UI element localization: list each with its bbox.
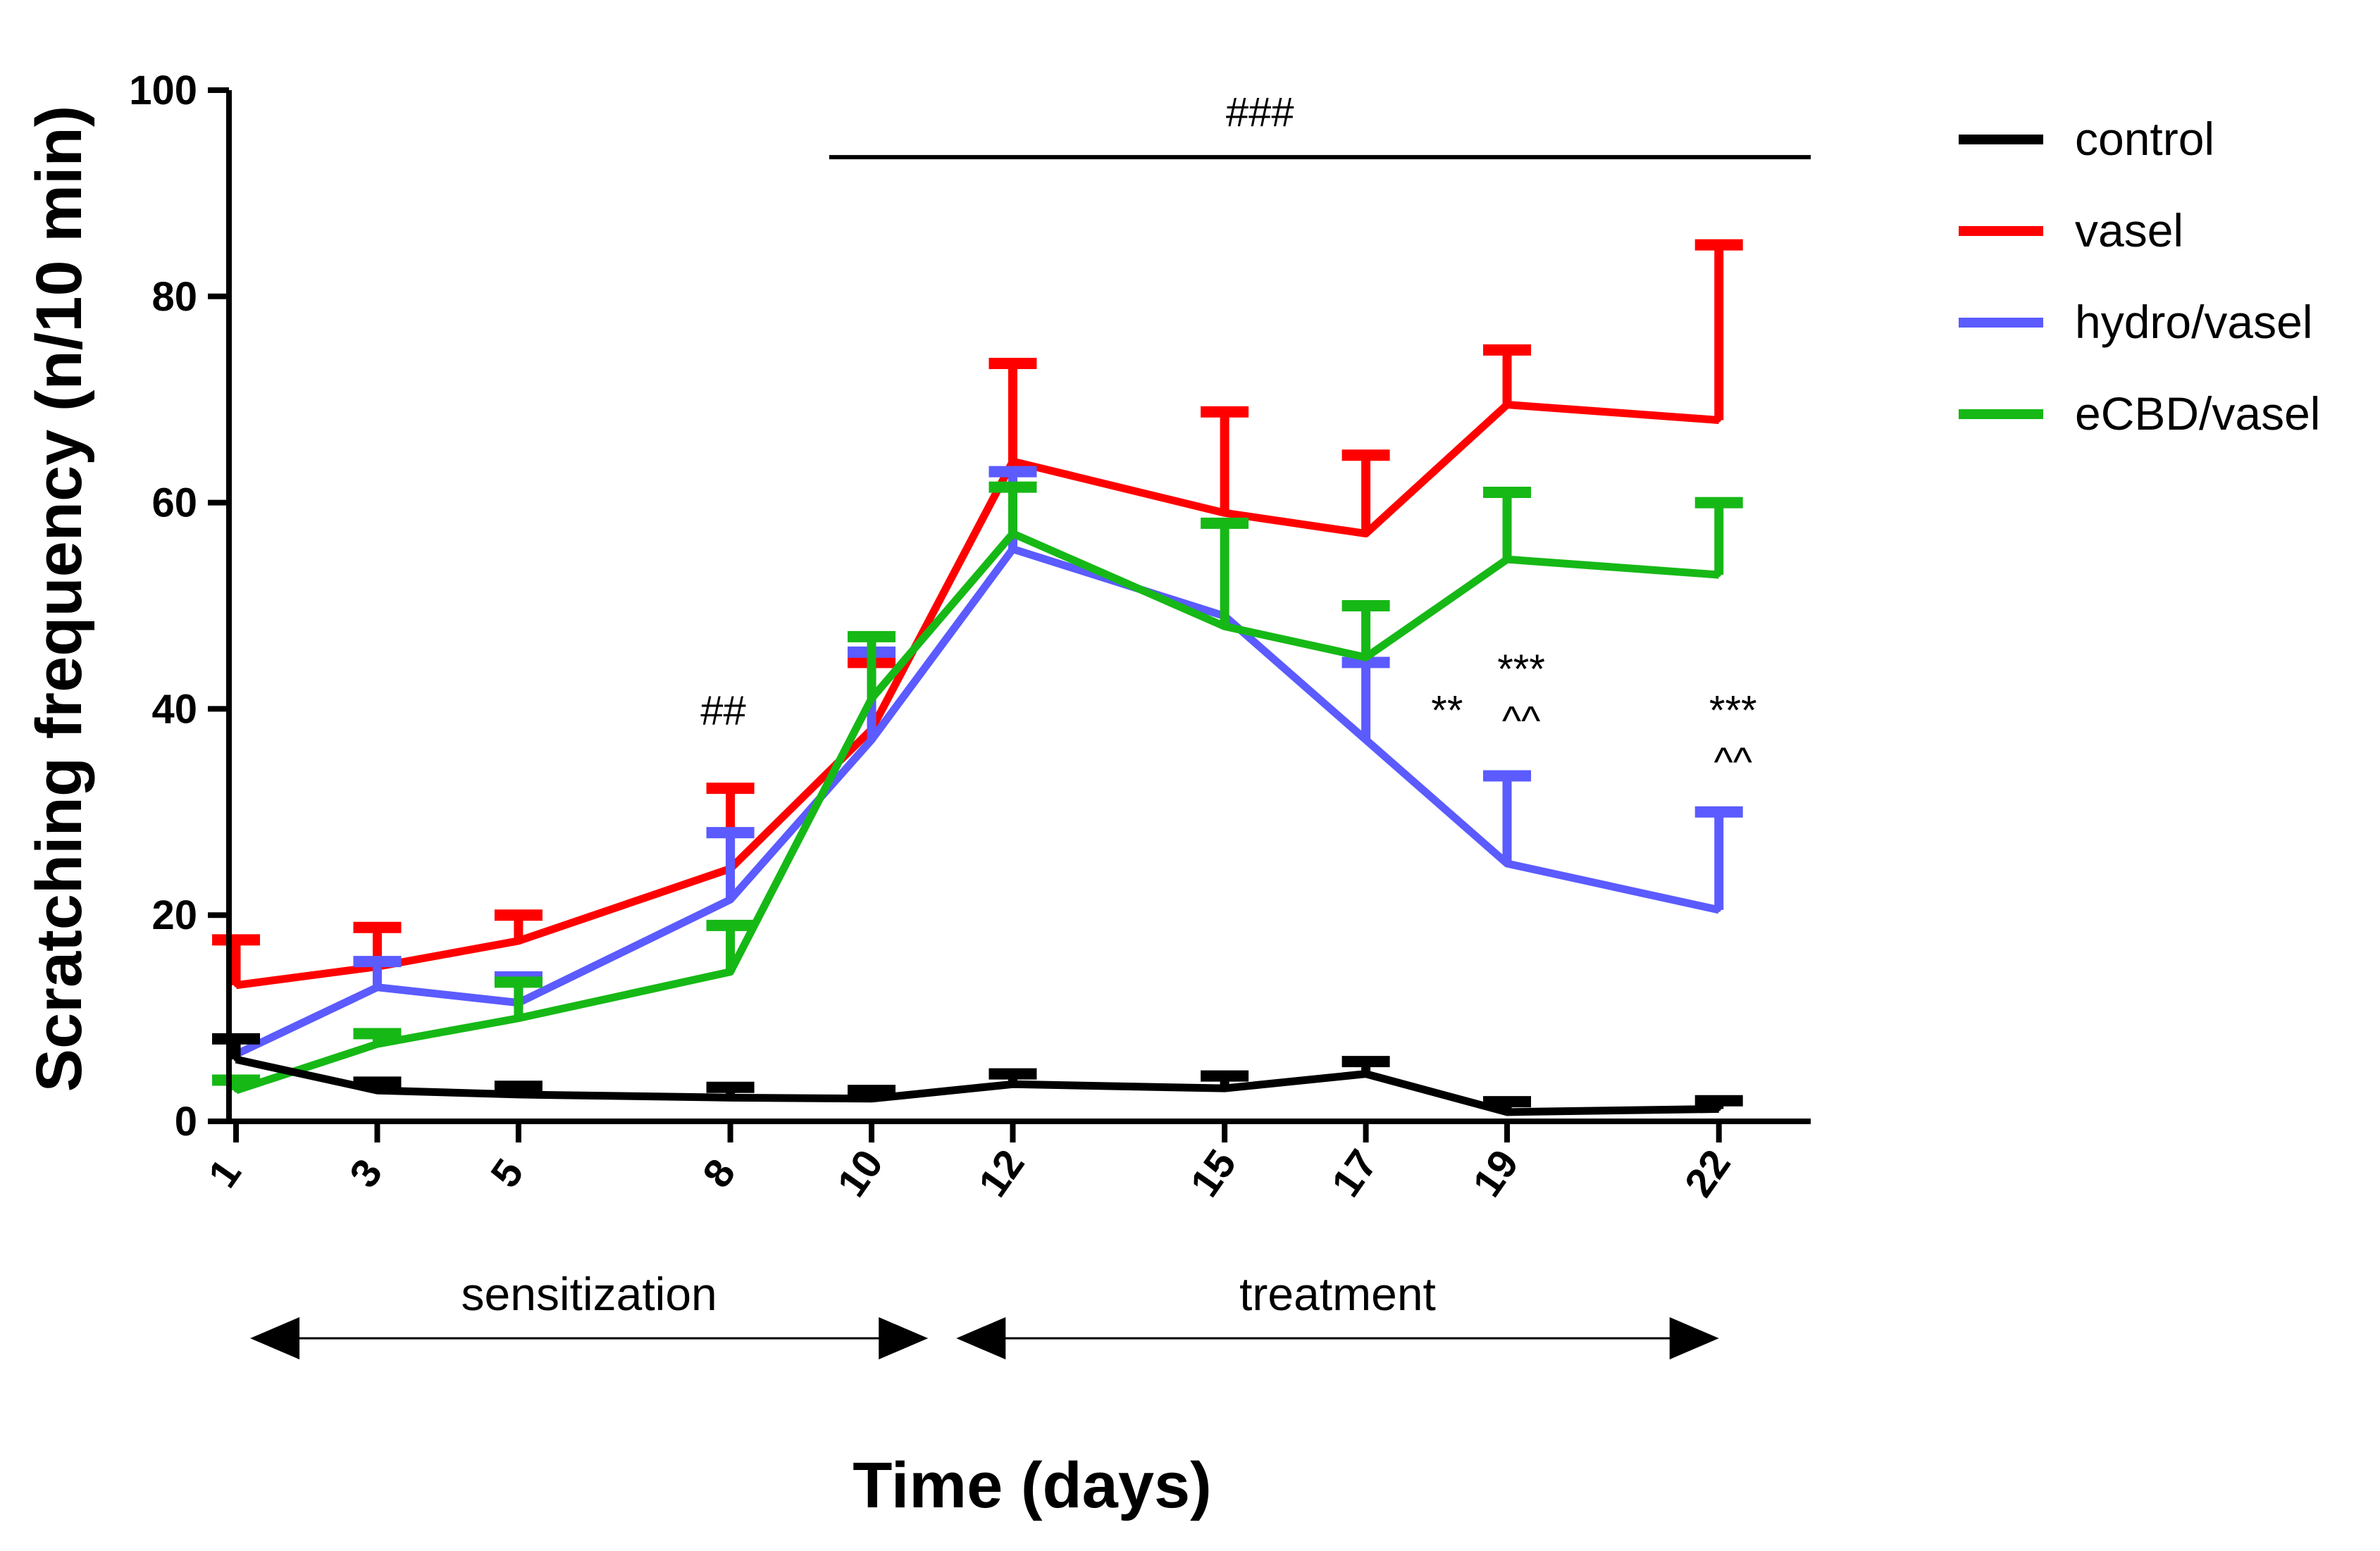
series-vasel xyxy=(212,239,1743,990)
legend-label: control xyxy=(2075,113,2214,165)
data-point xyxy=(1363,737,1368,742)
data-point xyxy=(516,1016,521,1021)
data-point xyxy=(1716,907,1721,912)
data-point xyxy=(234,1088,239,1093)
data-point xyxy=(1010,459,1015,464)
annotation-label: *** xyxy=(1709,687,1757,733)
y-axis-title: Scratching frequency (n/10 min) xyxy=(23,106,95,1092)
arrow-head-right xyxy=(879,1317,929,1359)
data-point xyxy=(1222,624,1227,629)
data-point xyxy=(1222,1086,1227,1091)
data-point xyxy=(1010,1082,1015,1087)
data-point xyxy=(728,897,733,902)
series-line xyxy=(235,530,1720,1095)
data-point xyxy=(516,1092,521,1097)
legend-label: hydro/vasel xyxy=(2075,296,2313,348)
x-tick-label: 10 xyxy=(829,1142,892,1205)
data-point xyxy=(1716,418,1721,423)
legend: control vasel hydro/vasel eCBD/vasel xyxy=(1959,113,2320,440)
phase-label: treatment xyxy=(1239,1268,1436,1320)
data-point xyxy=(234,983,239,988)
annotation-label: ### xyxy=(1226,89,1294,135)
annotation-label: ^^ xyxy=(1502,698,1540,744)
annotation-label: ** xyxy=(1431,687,1463,733)
series-line xyxy=(235,401,1720,990)
data-point xyxy=(516,938,521,943)
data-point xyxy=(728,969,733,974)
annotation-label: ^^ xyxy=(1714,740,1752,785)
data-point xyxy=(869,737,874,742)
y-tick-label: 60 xyxy=(151,480,197,526)
x-tick-label: 1 xyxy=(199,1151,250,1196)
data-point xyxy=(1363,655,1368,660)
legend-item: vasel xyxy=(1959,204,2183,256)
phase-1: treatment xyxy=(956,1268,1719,1359)
series-ecbd-vasel xyxy=(212,481,1743,1095)
series-control xyxy=(212,1033,1743,1116)
series-line xyxy=(235,1055,1719,1116)
data-point xyxy=(375,1088,380,1093)
legend-item: eCBD/vasel xyxy=(1959,387,2320,440)
arrow-head-right xyxy=(1669,1317,1719,1359)
data-point xyxy=(1716,573,1721,578)
x-tick-label: 12 xyxy=(969,1142,1033,1205)
data-point xyxy=(1716,1107,1721,1111)
arrow-head-left xyxy=(250,1317,300,1359)
y-tick-label: 80 xyxy=(151,274,197,320)
x-tick-label: 19 xyxy=(1464,1142,1527,1205)
legend-item: hydro/vasel xyxy=(1959,296,2313,348)
y-tick-label: 100 xyxy=(129,68,197,113)
data-point xyxy=(375,1042,380,1047)
data-point xyxy=(1363,531,1368,536)
x-tick-label: 8 xyxy=(694,1151,745,1196)
annotation-label: ## xyxy=(700,687,746,733)
x-tick-label: 15 xyxy=(1182,1142,1245,1205)
arrow-head-left xyxy=(956,1317,1006,1359)
y-tick-label: 0 xyxy=(175,1099,197,1145)
phase-0: sensitization xyxy=(250,1268,929,1359)
data-point xyxy=(1222,511,1227,516)
data-point xyxy=(728,1095,733,1100)
data-point xyxy=(1010,531,1015,536)
data-point xyxy=(869,1096,874,1101)
legend-label: vasel xyxy=(2075,204,2183,256)
data-point xyxy=(1010,547,1015,552)
data-point xyxy=(234,1057,239,1062)
data-point xyxy=(1505,861,1510,866)
data-point xyxy=(1363,1071,1368,1076)
data-point xyxy=(869,696,874,701)
x-tick-label: 22 xyxy=(1676,1142,1740,1205)
data-point xyxy=(1505,557,1510,562)
series-line xyxy=(234,544,1720,1058)
y-tick-label: 20 xyxy=(151,892,197,938)
phase-arrows: sensitization treatment xyxy=(250,1268,1719,1359)
x-tick-label: 3 xyxy=(341,1151,392,1196)
data-point xyxy=(1505,402,1510,407)
phase-label: sensitization xyxy=(461,1268,717,1320)
y-tick-label: 40 xyxy=(151,686,197,732)
annotation-label: *** xyxy=(1497,647,1545,692)
x-tick-label: 17 xyxy=(1322,1142,1386,1205)
legend-label: eCBD/vasel xyxy=(2075,387,2320,440)
series-layer xyxy=(212,239,1743,1116)
data-point xyxy=(375,985,380,990)
x-tick-label: 5 xyxy=(482,1151,533,1196)
annotations: ##### *****^^ ***^^ xyxy=(700,89,1811,785)
legend-item: control xyxy=(1959,113,2214,165)
data-point xyxy=(1505,1109,1510,1114)
x-axis-title: Time (days) xyxy=(853,1450,1212,1521)
